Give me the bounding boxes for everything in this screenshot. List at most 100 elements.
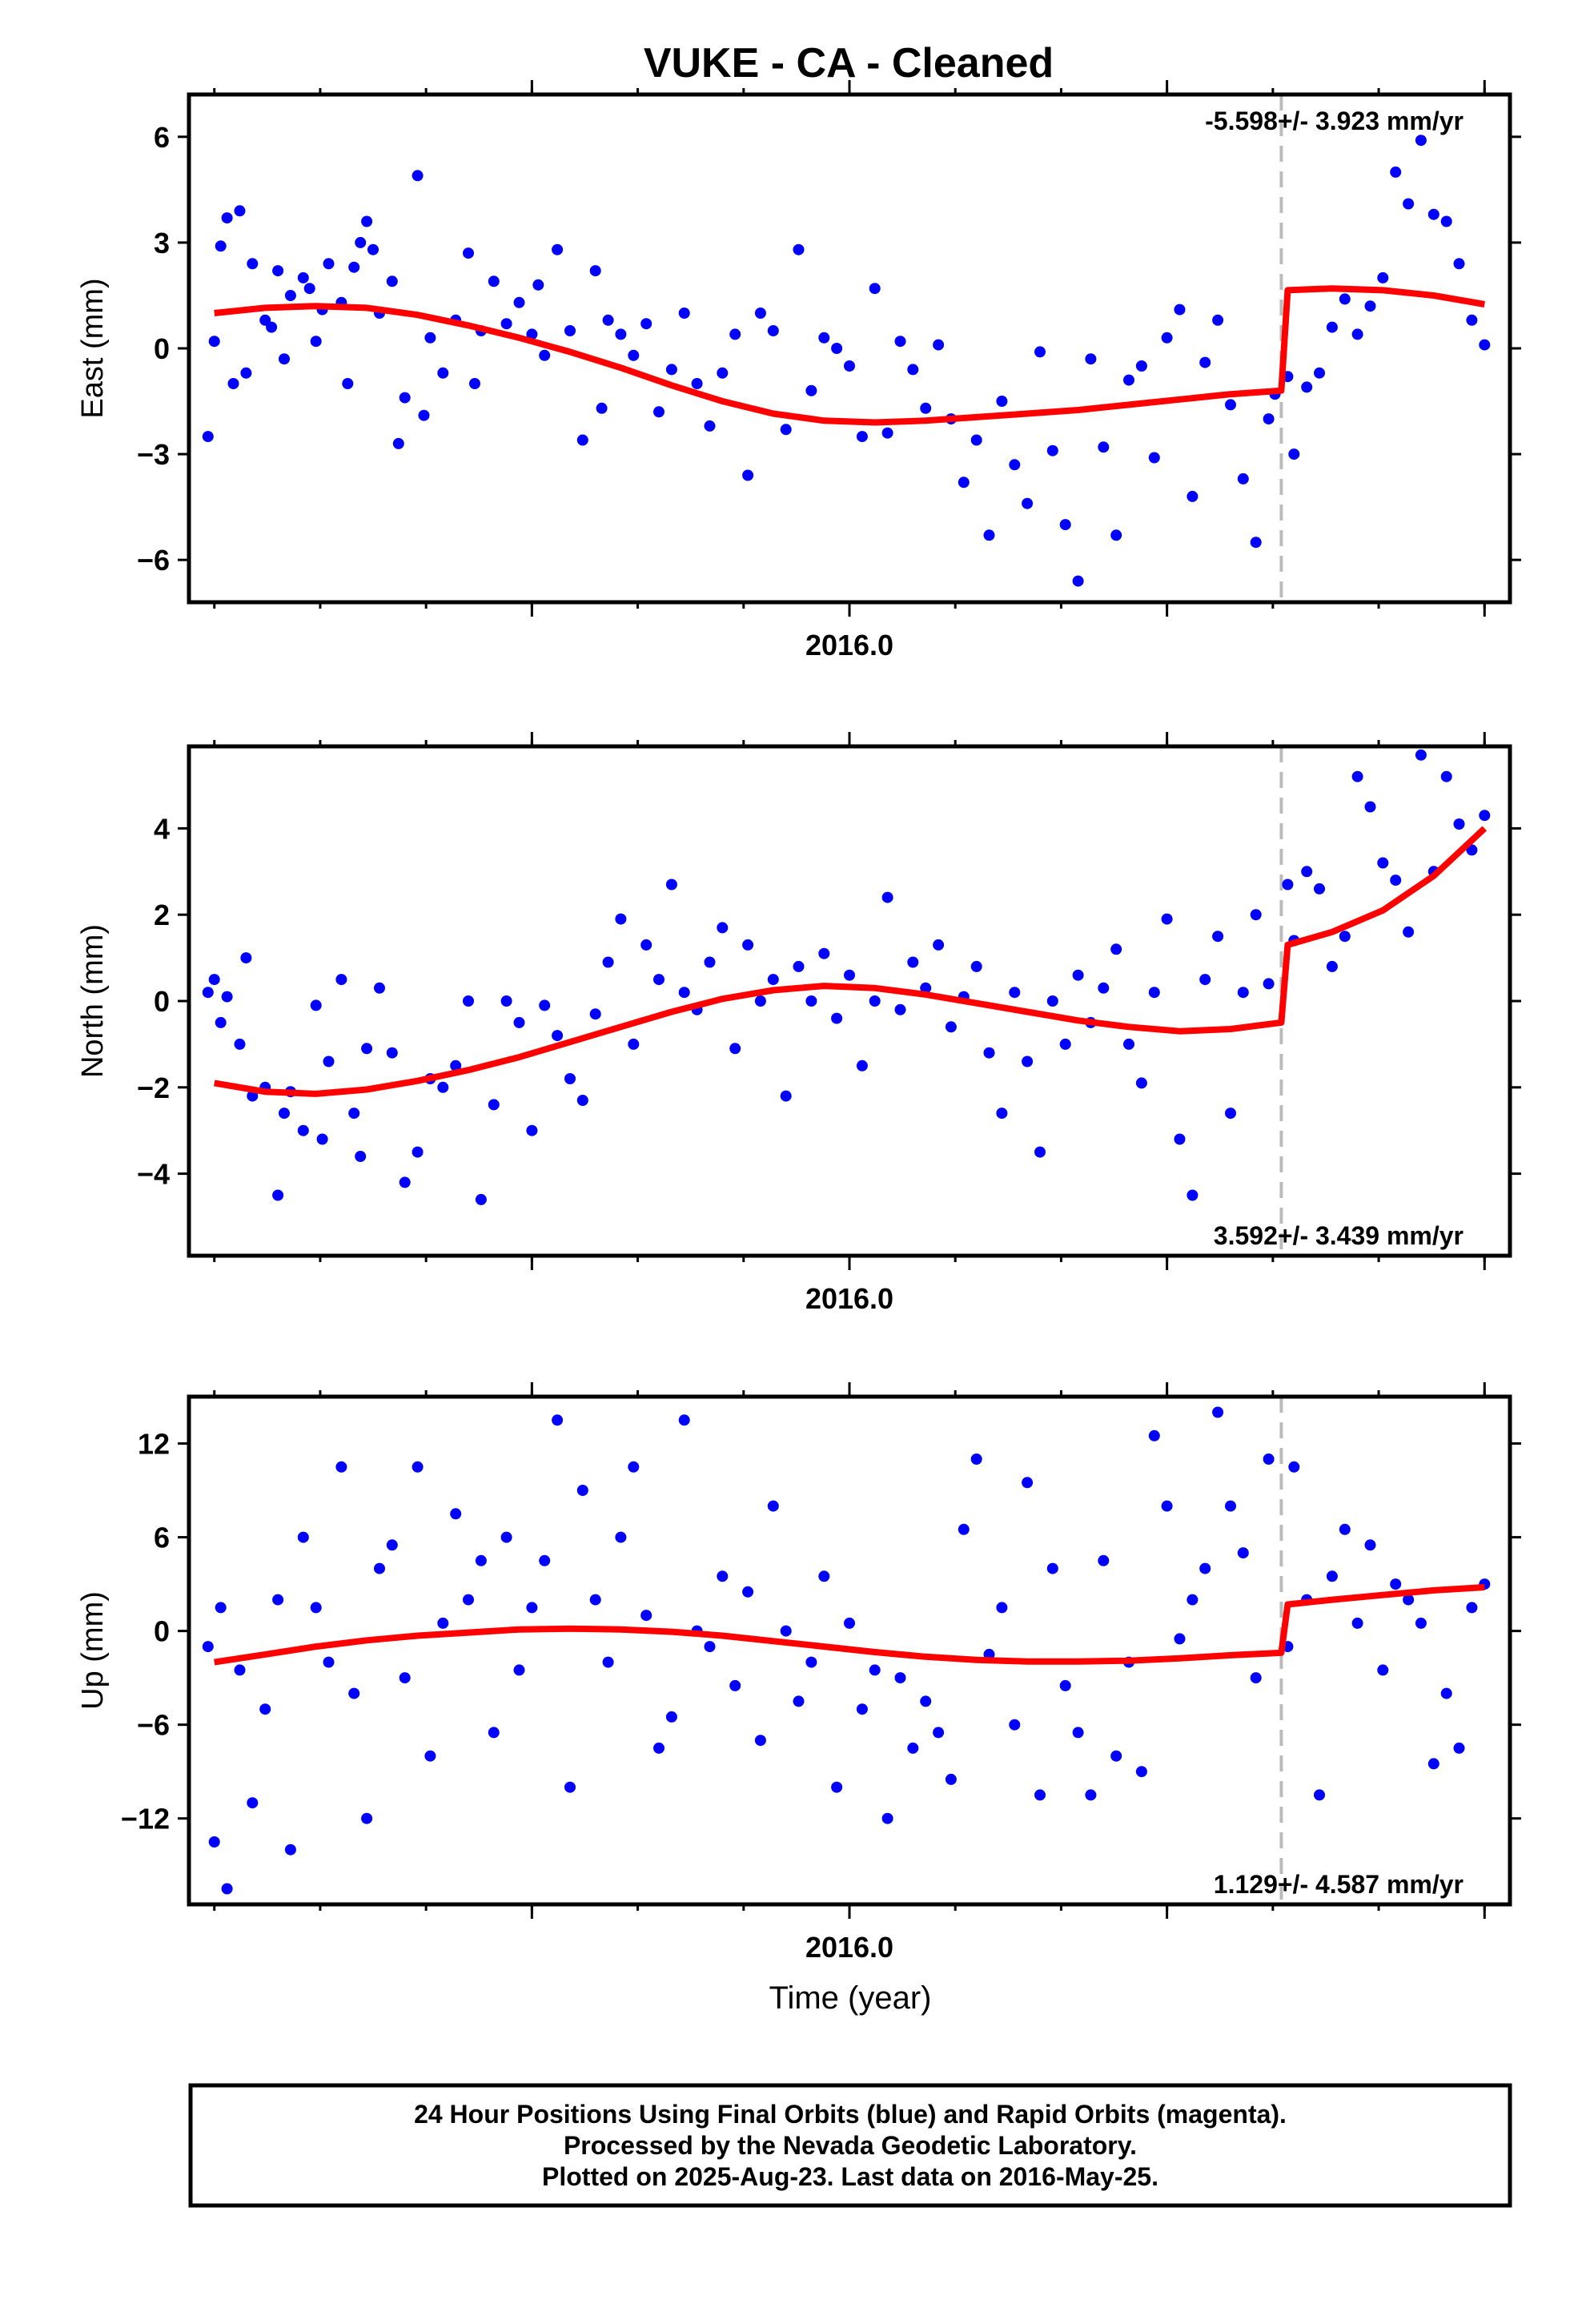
data-point — [754, 308, 766, 319]
data-point — [463, 247, 474, 259]
data-point — [996, 1108, 1008, 1120]
points-north — [202, 749, 1491, 1205]
data-point — [1466, 1602, 1478, 1614]
data-point — [412, 1461, 424, 1473]
data-point — [704, 956, 716, 968]
model-fit-line — [214, 285, 1485, 426]
data-point — [907, 956, 919, 968]
velocity-annotation: 1.129+/- 4.587 mm/yr — [1214, 1870, 1464, 1899]
data-point — [552, 1030, 564, 1042]
data-point — [1466, 314, 1478, 326]
data-point — [564, 1073, 576, 1084]
data-point — [303, 283, 315, 295]
y-tick-label: 0 — [154, 1615, 170, 1648]
y-tick-label: −6 — [137, 1709, 170, 1742]
data-point — [361, 1043, 373, 1055]
data-point — [1123, 374, 1134, 386]
data-point — [615, 913, 627, 925]
data-point — [335, 974, 347, 986]
data-point — [920, 402, 932, 414]
data-point — [1186, 1594, 1199, 1606]
data-point — [818, 1570, 830, 1582]
data-point — [729, 328, 741, 340]
data-point — [1453, 818, 1465, 830]
data-point — [234, 205, 246, 217]
data-point — [1148, 1429, 1160, 1441]
x-tick-label: 2016.0 — [805, 629, 893, 661]
data-point — [215, 240, 227, 252]
data-point — [1453, 1742, 1465, 1754]
data-point — [450, 1059, 462, 1072]
data-point — [386, 1047, 398, 1059]
data-point — [729, 1679, 741, 1691]
data-point — [1351, 328, 1363, 340]
data-point — [1186, 490, 1199, 502]
data-point — [805, 1656, 817, 1668]
data-point — [958, 476, 970, 489]
data-point — [1174, 1633, 1186, 1645]
data-point — [1098, 982, 1110, 994]
data-point — [1415, 749, 1427, 761]
data-point — [355, 236, 367, 248]
data-point — [576, 1095, 588, 1106]
data-point — [488, 275, 500, 287]
data-point — [463, 995, 474, 1007]
data-point — [1161, 332, 1173, 344]
footer-line-1: 24 Hour Positions Using Final Orbits (bl… — [414, 2100, 1287, 2129]
data-point — [234, 1038, 246, 1050]
data-point — [1250, 909, 1262, 921]
data-point — [596, 402, 608, 414]
data-point — [221, 1883, 233, 1895]
data-point — [691, 378, 703, 389]
data-point — [208, 974, 220, 986]
data-point — [1282, 879, 1294, 891]
data-point — [386, 275, 398, 287]
data-point — [1403, 198, 1415, 210]
data-point — [392, 437, 404, 449]
data-point — [576, 1485, 588, 1496]
data-point — [717, 1570, 729, 1582]
data-point — [1072, 575, 1084, 587]
data-point — [526, 1124, 538, 1136]
data-point — [628, 1461, 640, 1473]
data-point — [208, 336, 220, 348]
data-point — [933, 339, 945, 351]
data-point — [1059, 519, 1071, 531]
data-point — [589, 1008, 601, 1020]
x-tick-label: 2016.0 — [805, 1931, 893, 1964]
data-point — [754, 995, 766, 1007]
data-point — [1351, 1617, 1363, 1629]
data-point — [463, 1594, 474, 1606]
data-point — [1427, 208, 1439, 220]
data-point — [831, 1781, 843, 1793]
data-point — [907, 1742, 919, 1754]
data-point — [1072, 1727, 1084, 1739]
data-point — [1046, 1562, 1058, 1574]
data-point — [450, 1508, 462, 1520]
data-point — [1135, 1077, 1147, 1089]
data-point — [1199, 356, 1211, 368]
data-point — [1314, 1789, 1325, 1801]
data-point — [348, 261, 360, 273]
data-point — [310, 999, 322, 1011]
data-point — [1237, 987, 1249, 999]
data-point — [469, 378, 480, 389]
y-tick-label: 2 — [154, 899, 170, 931]
data-point — [1263, 978, 1275, 990]
data-point — [1314, 883, 1325, 895]
data-point — [437, 1081, 449, 1093]
data-point — [742, 939, 754, 951]
data-point — [640, 939, 652, 951]
data-point — [215, 1602, 227, 1614]
data-point — [907, 364, 919, 376]
data-point — [1314, 367, 1325, 379]
data-point — [539, 1554, 551, 1566]
data-point — [665, 879, 677, 891]
data-point — [1148, 987, 1160, 999]
data-point — [367, 243, 379, 255]
data-point — [856, 1059, 868, 1072]
panel-up: −12 −6 0 6 12 2016.0 Up (mm) 1.129+/- 4.587 mm/… — [76, 1382, 1521, 2016]
velocity-annotation: -5.598+/- 3.923 mm/yr — [1205, 107, 1464, 135]
data-point — [1237, 1547, 1249, 1559]
data-point — [1351, 770, 1363, 782]
